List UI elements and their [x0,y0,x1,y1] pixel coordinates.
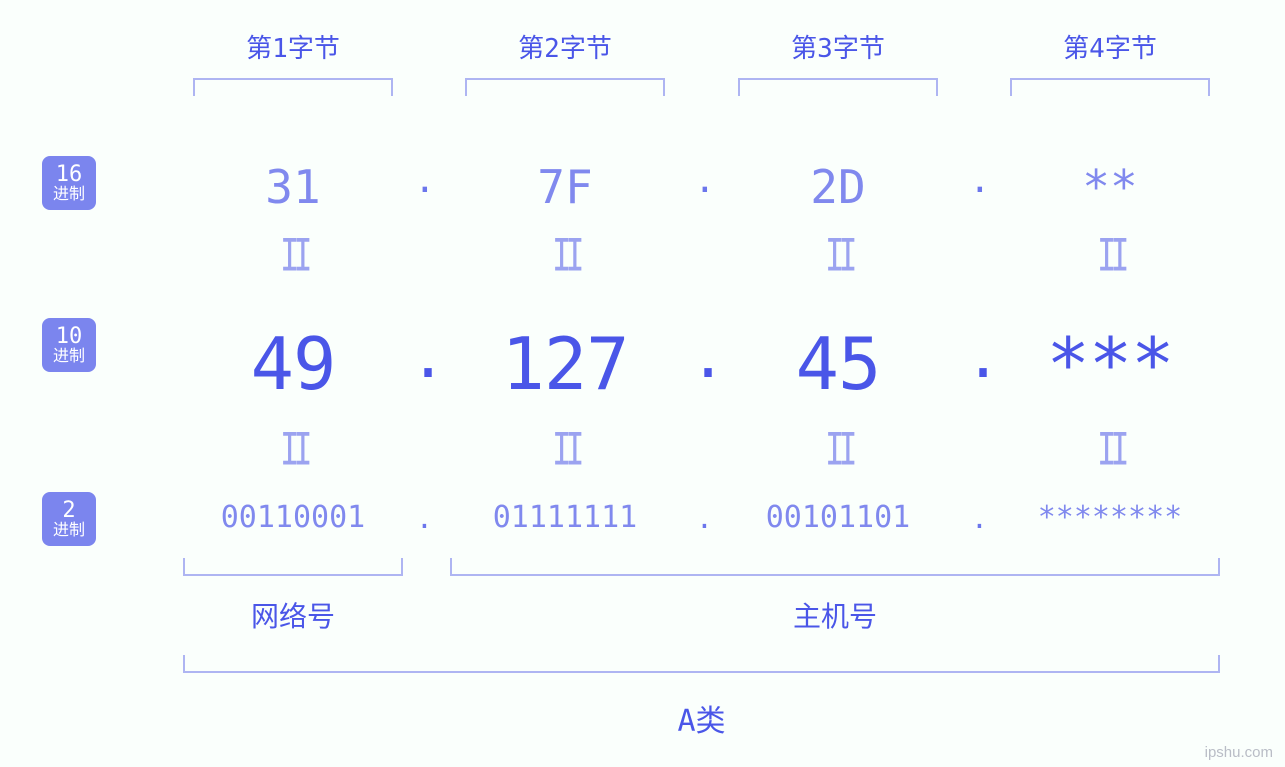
badge-hex: 16 进制 [42,156,96,210]
byte-header-2: 第2字节 [515,28,615,65]
badge-hex-num: 16 [56,163,83,186]
byte-header-3: 第3字节 [788,28,888,65]
label-host: 主机号 [450,595,1220,635]
badge-bin: 2 进制 [42,492,96,546]
eq-top-1: II [280,228,307,281]
badge-dec-lbl: 进制 [53,348,85,365]
eq-bot-3: II [825,422,852,475]
hex-dot-2: . [694,160,716,201]
bracket-network [183,558,403,576]
badge-bin-lbl: 进制 [53,522,85,539]
bracket-class [183,655,1220,673]
top-bracket-4 [1010,78,1210,96]
byte-header-1: 第1字节 [243,28,343,65]
bin-dot-2: . [696,502,713,535]
badge-bin-num: 2 [62,499,75,522]
byte-header-4: 第4字节 [1060,28,1160,65]
dec-byte-3: 45 [728,322,948,406]
badge-dec-num: 10 [56,325,83,348]
eq-top-3: II [825,228,852,281]
hex-byte-4: ** [1010,160,1210,214]
bin-byte-1: 00110001 [173,500,413,535]
bin-byte-4: ******** [990,500,1230,535]
label-class: A类 [183,696,1220,740]
hex-byte-3: 2D [738,160,938,214]
badge-dec: 10 进制 [42,318,96,372]
dec-byte-4: *** [1000,322,1220,406]
label-network: 网络号 [183,595,403,635]
eq-bot-4: II [1097,422,1124,475]
dec-dot-1: . [410,322,446,392]
top-bracket-3 [738,78,938,96]
eq-bot-2: II [552,422,579,475]
bin-dot-1: . [416,502,433,535]
dec-byte-2: 127 [455,322,675,406]
bin-byte-3: 00101101 [718,500,958,535]
eq-bot-1: II [280,422,307,475]
hex-dot-3: . [969,160,991,201]
dec-byte-1: 49 [183,322,403,406]
dec-dot-3: . [965,322,1001,392]
top-bracket-2 [465,78,665,96]
eq-top-2: II [552,228,579,281]
bin-dot-3: . [971,502,988,535]
ip-diagram: 第1字节 第2字节 第3字节 第4字节 16 进制 10 进制 2 进制 31 … [0,0,1285,767]
eq-top-4: II [1097,228,1124,281]
top-bracket-1 [193,78,393,96]
bin-byte-2: 01111111 [445,500,685,535]
hex-byte-2: 7F [465,160,665,214]
bracket-host [450,558,1220,576]
dec-dot-2: . [690,322,726,392]
watermark: ipshu.com [1205,744,1273,761]
hex-byte-1: 31 [193,160,393,214]
hex-dot-1: . [414,160,436,201]
badge-hex-lbl: 进制 [53,186,85,203]
